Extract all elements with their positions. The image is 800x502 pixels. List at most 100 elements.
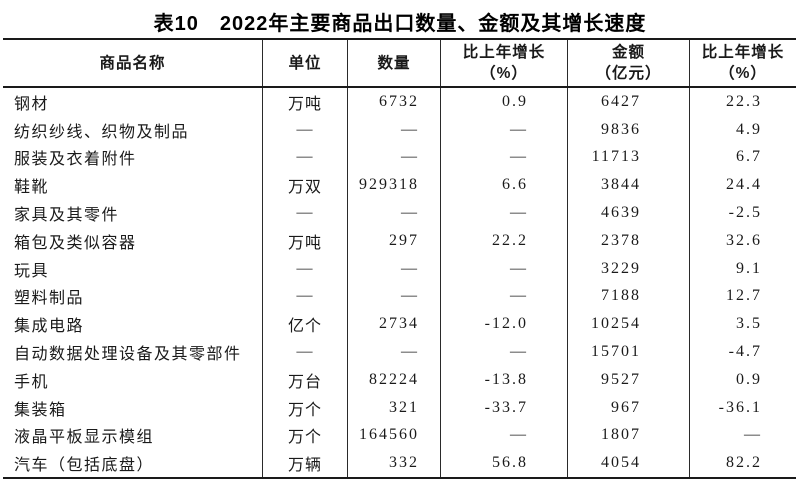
cell-quantity-growth: — [441, 115, 568, 144]
cell-commodity-name: 箱包及类似容器 [3, 226, 263, 255]
table-row: 家具及其零件 — — — 4639 -2.5 [3, 199, 796, 227]
cell-commodity-name: 集装箱 [3, 393, 263, 422]
table-row: 玩具 — — — 3229 9.1 [3, 254, 796, 283]
cell-amount: 6427 [568, 88, 690, 116]
column-header-commodity-name: 商品名称 [3, 40, 263, 86]
cell-quantity: — [348, 143, 441, 172]
cell-quantity: 6732 [348, 88, 441, 116]
cell-quantity: — [348, 115, 441, 144]
cell-unit: 万个 [263, 393, 348, 422]
column-header-unit: 单位 [263, 40, 348, 86]
cell-commodity-name: 液晶平板显示模组 [3, 421, 263, 450]
cell-unit: 万吨 [263, 88, 348, 116]
cell-amount-growth: -36.1 [718, 398, 762, 416]
cell-quantity: — [348, 338, 441, 366]
cell-unit: 万个 [263, 421, 348, 450]
cell-quantity-growth: 22.2 [441, 226, 568, 255]
header-label: 单位 [288, 54, 322, 72]
cell-quantity-growth: — [441, 199, 568, 227]
cell-amount: 967 [568, 393, 690, 422]
cell-unit: 万辆 [263, 449, 348, 478]
cell-amount-growth: 22.3 [726, 92, 762, 110]
cell-amount: 2378 [568, 226, 690, 255]
cell-unit: — [263, 199, 348, 227]
table-row: 汽车（包括底盘） 万辆 332 56.8 4054 82.2 [3, 449, 796, 478]
cell-amount: 9836 [568, 115, 690, 144]
cell-amount: 4639 [568, 199, 690, 227]
cell-quantity: 164560 [348, 421, 441, 450]
table-row: 液晶平板显示模组 万个 164560 — 1807 — [3, 421, 796, 450]
table-row: 纺织纱线、织物及制品 — — — 9836 4.9 [3, 115, 796, 144]
cell-amount-growth: -2.5 [728, 204, 762, 222]
cell-quantity: 297 [348, 226, 441, 255]
cell-amount-growth: 3.5 [736, 315, 762, 333]
cell-amount: 10254 [568, 310, 690, 339]
cell-amount: 4054 [568, 449, 690, 478]
cell-quantity: 2734 [348, 310, 441, 339]
cell-amount-growth: 12.7 [726, 287, 762, 305]
cell-unit: 万吨 [263, 226, 348, 255]
column-header-amount: 金额 （亿元） [568, 40, 690, 86]
cell-quantity: — [348, 282, 441, 311]
cell-amount: 3229 [568, 254, 690, 283]
header-label-line1: 比上年增长 [701, 44, 785, 61]
cell-quantity: 82224 [348, 365, 441, 394]
table-body: 钢材 万吨 6732 0.9 6427 22.3 纺织纱线、织物及制品 — — … [3, 88, 796, 478]
cell-amount: 1807 [568, 421, 690, 450]
table-title: 表10 2022年主要商品出口数量、金额及其增长速度 [153, 13, 647, 35]
cell-quantity-growth: — [441, 143, 568, 172]
cell-commodity-name: 汽车（包括底盘） [3, 449, 263, 478]
header-label-line2: （%） [480, 65, 528, 82]
cell-amount: 11713 [568, 143, 690, 172]
cell-unit: 万双 [263, 171, 348, 200]
cell-quantity-growth: — [441, 254, 568, 283]
cell-unit: 万台 [263, 365, 348, 394]
cell-commodity-name: 集成电路 [3, 310, 263, 339]
header-label-line2: （亿元） [595, 65, 662, 82]
cell-quantity-growth: 0.9 [441, 88, 568, 116]
cell-amount-growth: 9.1 [736, 259, 762, 277]
table-row: 集成电路 亿个 2734 -12.0 10254 3.5 [3, 310, 796, 339]
cell-quantity-growth: -13.8 [441, 365, 568, 394]
header-label-line1: 金额 [611, 44, 645, 61]
column-header-amount-growth: 比上年增长 （%） [690, 40, 796, 86]
cell-quantity: 321 [348, 393, 441, 422]
cell-quantity: — [348, 199, 441, 227]
table-row: 鞋靴 万双 929318 6.6 3844 24.4 [3, 171, 796, 200]
header-label: 数量 [377, 54, 411, 72]
cell-unit: 亿个 [263, 310, 348, 339]
cell-amount-growth: 82.2 [726, 454, 762, 472]
cell-unit: — [263, 254, 348, 283]
header-label-line2: （%） [719, 65, 767, 82]
cell-commodity-name: 鞋靴 [3, 171, 263, 200]
cell-amount-growth: — [744, 426, 762, 444]
cell-amount: 9527 [568, 365, 690, 394]
cell-amount: 7188 [568, 282, 690, 311]
cell-amount-growth: 32.6 [726, 231, 762, 249]
cell-amount-growth: 24.4 [726, 176, 762, 194]
header-label-line1: 比上年增长 [462, 44, 546, 61]
table-row: 集装箱 万个 321 -33.7 967 -36.1 [3, 393, 796, 422]
cell-amount-growth: 0.9 [736, 370, 762, 388]
cell-quantity-growth: -33.7 [441, 393, 568, 422]
cell-commodity-name: 塑料制品 [3, 282, 263, 311]
cell-amount-growth: -4.7 [728, 343, 762, 361]
table-row: 箱包及类似容器 万吨 297 22.2 2378 32.6 [3, 226, 796, 255]
cell-commodity-name: 手机 [3, 365, 263, 394]
cell-amount-growth: 6.7 [736, 148, 762, 166]
cell-unit: — [263, 143, 348, 172]
cell-quantity-growth: — [441, 421, 568, 450]
table-row: 塑料制品 — — — 7188 12.7 [3, 282, 796, 311]
header-label: 商品名称 [99, 54, 166, 72]
cell-unit: — [263, 282, 348, 311]
cell-quantity-growth: 6.6 [441, 171, 568, 200]
export-commodities-table: 商品名称 单位 数量 比上年增长 （%） 金额 （亿元） 比上年增长 （%） 钢… [3, 38, 796, 480]
cell-unit: — [263, 338, 348, 366]
cell-quantity: 332 [348, 449, 441, 478]
cell-quantity-growth: -12.0 [441, 310, 568, 339]
column-header-quantity-growth: 比上年增长 （%） [441, 40, 568, 86]
cell-amount-growth: 4.9 [736, 120, 762, 138]
cell-quantity-growth: — [441, 338, 568, 366]
cell-commodity-name: 玩具 [3, 254, 263, 283]
